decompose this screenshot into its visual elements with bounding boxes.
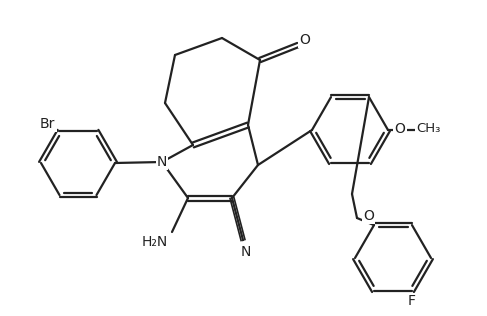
Text: N: N xyxy=(157,155,167,169)
Text: Br: Br xyxy=(40,117,56,131)
Text: O: O xyxy=(394,122,406,136)
Text: H₂N: H₂N xyxy=(142,235,168,249)
Text: O: O xyxy=(300,33,310,47)
Text: F: F xyxy=(408,294,416,308)
Text: N: N xyxy=(241,245,251,259)
Text: CH₃: CH₃ xyxy=(416,123,440,136)
Text: O: O xyxy=(363,209,374,223)
